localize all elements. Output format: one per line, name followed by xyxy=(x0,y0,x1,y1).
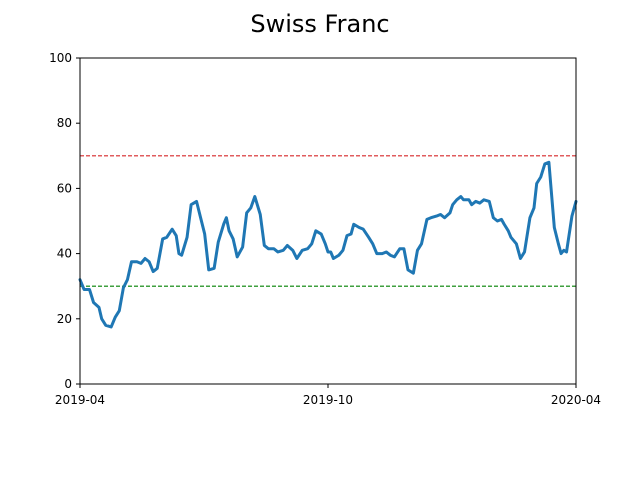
y-tick-label: 0 xyxy=(64,377,72,391)
series-line-1 xyxy=(78,160,578,329)
y-tick-label: 40 xyxy=(57,247,72,261)
y-tick-label: 80 xyxy=(57,116,72,130)
x-tick-label: 2020-04 xyxy=(551,393,601,407)
chart-title: Swiss Franc xyxy=(250,10,389,38)
plot-area: 0 20 40 60 80 100 2019-04 2019-10 2020-04 xyxy=(49,51,601,407)
x-tick-label: 2019-04 xyxy=(55,393,105,407)
y-tick-label: 20 xyxy=(57,312,72,326)
y-tick-label: 100 xyxy=(49,51,72,65)
x-tick-label: 2019-10 xyxy=(303,393,353,407)
y-tick-label: 60 xyxy=(57,181,72,195)
